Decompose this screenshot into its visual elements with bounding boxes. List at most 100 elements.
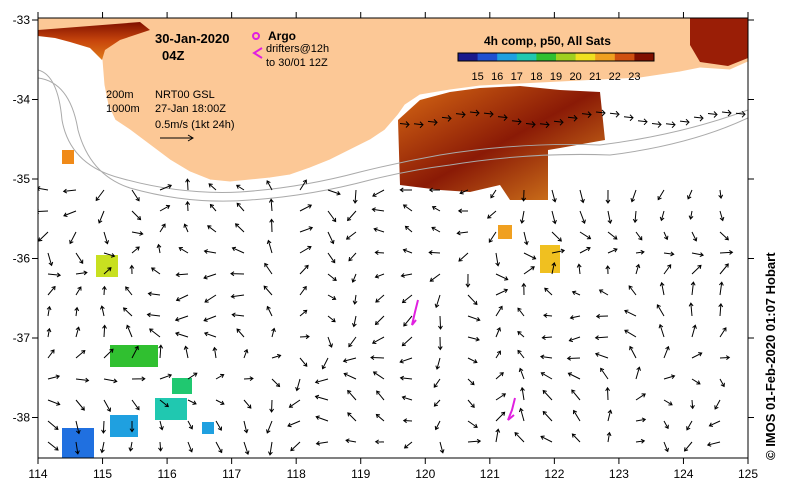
current-arrow bbox=[159, 184, 173, 191]
current-arrow bbox=[403, 315, 413, 327]
current-arrow bbox=[327, 210, 337, 223]
current-arrow bbox=[714, 399, 721, 410]
current-arrow bbox=[402, 248, 413, 254]
current-arrow bbox=[209, 203, 217, 212]
current-arrow bbox=[459, 189, 469, 195]
current-arrow bbox=[103, 378, 118, 384]
current-arrow bbox=[467, 378, 475, 386]
current-arrow bbox=[465, 273, 471, 288]
current-arrow bbox=[101, 420, 106, 434]
current-arrow bbox=[523, 252, 537, 260]
sst-patch-west bbox=[38, 22, 150, 60]
current-arrow bbox=[519, 210, 525, 224]
current-arrow bbox=[663, 264, 672, 275]
current-arrow bbox=[433, 399, 441, 407]
current-arrow bbox=[187, 420, 194, 430]
current-arrow bbox=[271, 353, 282, 359]
current-arrow bbox=[374, 273, 385, 279]
current-arrow bbox=[128, 441, 134, 452]
y-tick-label: -35 bbox=[13, 172, 31, 186]
current-arrow bbox=[299, 334, 310, 340]
current-arrow bbox=[266, 239, 273, 254]
current-arrow bbox=[208, 183, 217, 191]
current-arrow bbox=[203, 315, 217, 322]
current-arrow bbox=[299, 226, 314, 233]
current-arrow bbox=[635, 438, 646, 444]
current-arrow bbox=[595, 313, 609, 319]
current-arrow bbox=[495, 305, 503, 317]
current-arrow bbox=[287, 420, 301, 428]
current-arrow bbox=[433, 378, 441, 388]
x-tick-label: 123 bbox=[609, 467, 629, 481]
x-tick-label: 119 bbox=[351, 467, 370, 481]
current-arrow bbox=[295, 378, 301, 392]
current-arrow bbox=[581, 111, 592, 118]
current-arrow bbox=[719, 378, 725, 388]
contour-200m bbox=[38, 69, 748, 193]
current-arrow bbox=[47, 252, 54, 267]
colorbar-tick-label: 20 bbox=[569, 71, 581, 83]
x-tick-label: 117 bbox=[222, 467, 241, 481]
x-tick-label: 116 bbox=[158, 467, 177, 481]
current-arrow bbox=[467, 294, 478, 306]
current-arrow bbox=[514, 432, 525, 443]
current-arrow bbox=[434, 420, 441, 431]
current-arrow bbox=[158, 344, 164, 359]
current-arrow bbox=[327, 294, 337, 301]
current-arrow bbox=[314, 394, 329, 401]
current-arrow bbox=[342, 357, 357, 363]
current-arrow bbox=[75, 286, 82, 296]
current-arrow bbox=[47, 272, 62, 278]
y-axis: -33 -34 -35 -36 -37 -38 bbox=[13, 13, 754, 425]
current-arrow bbox=[131, 231, 144, 236]
current-arrow bbox=[434, 294, 441, 309]
current-arrow bbox=[490, 189, 497, 199]
current-arrow bbox=[605, 189, 611, 204]
current-arrow bbox=[374, 439, 385, 445]
current-arrow bbox=[131, 189, 140, 202]
current-arrow bbox=[605, 265, 611, 275]
colorbar-tick-label: 18 bbox=[530, 71, 542, 83]
current-arrow bbox=[542, 410, 553, 422]
current-arrow bbox=[467, 399, 475, 409]
current-arrow bbox=[458, 252, 469, 262]
current-arrow bbox=[159, 223, 166, 233]
current-arrow bbox=[131, 376, 146, 382]
current-arrow bbox=[656, 304, 665, 317]
colorbar-tick-label: 17 bbox=[511, 71, 523, 83]
current-arrow bbox=[75, 252, 84, 264]
drifter-icon bbox=[252, 47, 263, 59]
current-arrow bbox=[657, 189, 665, 201]
current-arrow bbox=[691, 378, 701, 385]
current-arrow bbox=[236, 184, 245, 191]
current-arrow bbox=[266, 420, 273, 434]
current-arrow bbox=[540, 372, 553, 380]
current-arrow bbox=[431, 226, 441, 233]
current-arrow bbox=[129, 420, 135, 433]
current-arrow bbox=[374, 250, 385, 255]
colorbar-segment bbox=[614, 53, 635, 61]
current-arrow bbox=[628, 285, 637, 296]
current-arrow bbox=[62, 188, 77, 194]
current-arrow bbox=[75, 399, 85, 411]
drifter-track bbox=[411, 299, 419, 326]
current-arrow bbox=[299, 245, 312, 254]
current-arrow bbox=[178, 247, 189, 254]
current-arrow bbox=[207, 225, 217, 233]
sst-speck bbox=[172, 378, 192, 394]
current-arrow bbox=[236, 328, 245, 338]
current-arrow bbox=[315, 415, 329, 422]
current-arrow bbox=[290, 441, 301, 452]
current-arrow bbox=[517, 307, 525, 317]
current-arrow bbox=[402, 204, 413, 212]
current-arrow bbox=[147, 291, 161, 297]
x-tick-label: 124 bbox=[673, 467, 693, 481]
current-arrow bbox=[97, 210, 105, 224]
current-arrow bbox=[38, 186, 49, 191]
current-arrow bbox=[103, 231, 110, 245]
current-arrow bbox=[125, 324, 133, 338]
current-arrow bbox=[159, 420, 164, 431]
current-arrow bbox=[375, 413, 385, 422]
current-arrow bbox=[693, 114, 704, 122]
current-arrow bbox=[243, 348, 249, 359]
